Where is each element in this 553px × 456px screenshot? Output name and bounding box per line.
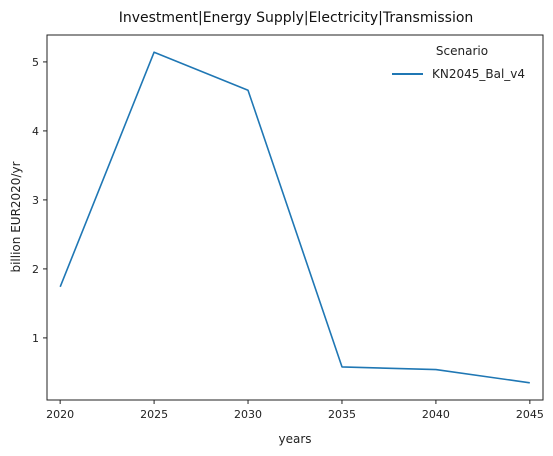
x-tick-label: 2045 [516,408,544,421]
series-line-0 [59,51,530,384]
plot-frame [46,34,544,401]
x-tick-label: 2040 [422,408,450,421]
x-tick-label: 2025 [140,408,168,421]
series-layer [59,51,530,384]
y-tick-label: 1 [32,332,39,345]
legend: Scenario KN2045_Bal_v4 [392,44,525,81]
legend-label: KN2045_Bal_v4 [432,67,525,81]
x-tick-label: 2020 [46,408,74,421]
x-tick-label: 2030 [234,408,262,421]
x-tick-label: 2035 [328,408,356,421]
y-tick-label: 4 [32,125,39,138]
legend-title: Scenario [436,44,488,58]
chart-title: Investment|Energy Supply|Electricity|Tra… [119,10,474,26]
y-tick-label: 3 [32,194,39,207]
y-axis-label: billion EUR2020/yr [9,161,23,272]
y-axis: 1 2 3 4 5 [32,56,47,345]
y-tick-label: 2 [32,263,39,276]
y-tick-label: 5 [32,56,39,69]
x-axis-label: years [278,432,311,446]
x-axis: 2020 2025 2030 2035 2040 2045 [46,400,544,421]
